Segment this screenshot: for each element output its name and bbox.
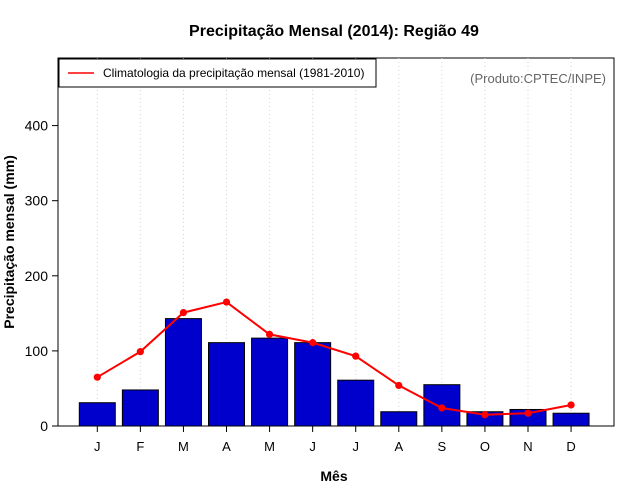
x-tick-label: N (523, 439, 532, 454)
climatology-point (265, 330, 274, 338)
x-tick-label: A (222, 439, 231, 454)
legend: Climatologia da precipitação mensal (198… (58, 58, 377, 88)
plot-area (57, 57, 615, 427)
legend-label: Climatologia da precipitação mensal (198… (103, 66, 364, 80)
climatology-point (395, 381, 403, 390)
bar (294, 342, 332, 427)
x-tick-label: O (480, 439, 490, 454)
climatology-line (96, 300, 572, 416)
climatology-point (93, 373, 101, 381)
chart-title: Precipitação Mensal (2014): Região 49 (189, 23, 479, 40)
y-tick-label: 200 (25, 268, 49, 284)
bar (552, 412, 590, 427)
y-tick-label: 300 (25, 193, 49, 209)
x-axis-label: Mês (320, 468, 347, 484)
climatology-point (481, 411, 489, 419)
x-tick-label: S (438, 439, 447, 454)
x-tick-label: J (94, 439, 101, 454)
legend-box (58, 58, 377, 88)
axes: 0 100 200 300 400 J F M A M J J A S O N D (25, 118, 576, 454)
climatology-point (438, 404, 446, 412)
x-tick-label: D (566, 439, 575, 454)
bar (78, 402, 116, 427)
climatology-point (352, 352, 360, 360)
y-tick-label: 400 (25, 118, 49, 134)
x-tick-label: A (394, 439, 403, 454)
bar (337, 379, 375, 427)
bar (251, 337, 289, 427)
x-tick-label: J (352, 439, 359, 454)
y-axis-label: Precipitação mensal (mm) (1, 155, 17, 329)
source-credit: (Produto:CPTEC/INPE) (470, 71, 606, 86)
x-tick-label: M (178, 439, 189, 454)
bar (380, 411, 418, 427)
bar (121, 389, 159, 427)
bar (208, 342, 246, 427)
vertical-grid (96, 58, 572, 426)
x-tick-label: M (264, 439, 275, 454)
y-tick-label: 100 (25, 343, 49, 359)
y-tick-label: 0 (40, 418, 48, 434)
bar-series (78, 318, 590, 427)
bar (164, 318, 202, 427)
climatology-point (524, 409, 532, 417)
x-tick-label: J (309, 439, 316, 454)
climatology-point (179, 308, 188, 317)
climatology-point (567, 401, 575, 409)
x-tick-label: F (136, 439, 144, 454)
climatology-point (222, 298, 231, 306)
climatology-series (93, 298, 575, 419)
climatology-point (136, 348, 144, 356)
climatology-point (309, 339, 317, 347)
